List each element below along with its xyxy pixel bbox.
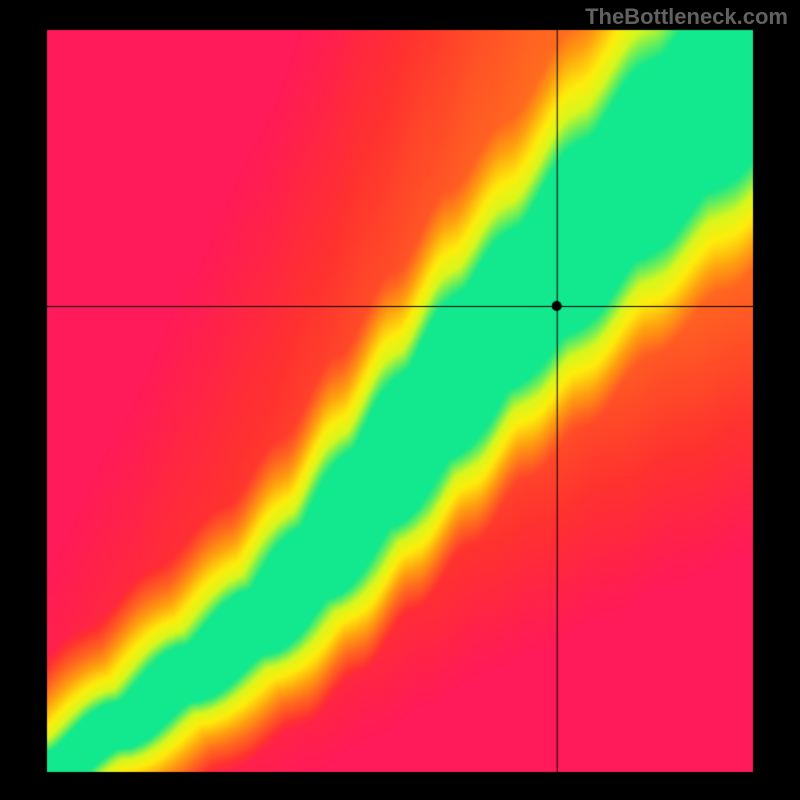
watermark-text: TheBottleneck.com (585, 4, 788, 30)
chart-container: TheBottleneck.com (0, 0, 800, 800)
bottleneck-heatmap (0, 0, 800, 800)
